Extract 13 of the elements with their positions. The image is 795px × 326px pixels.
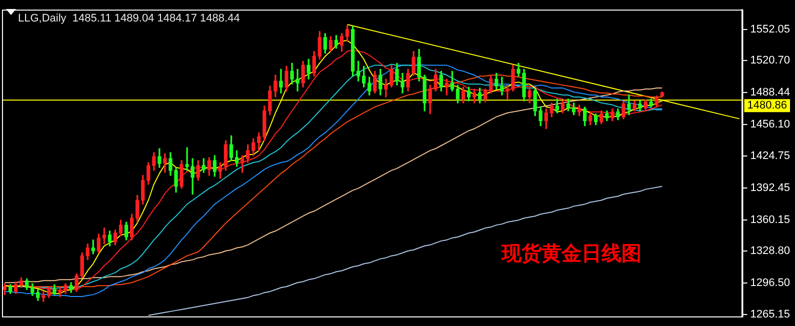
y-tick-label: 1488.44 [750,86,790,99]
y-tick-label: 1424.75 [750,150,790,162]
ref-line-label: 1480.86 [747,100,788,112]
y-tick-label: 1520.70 [750,54,790,67]
y-tick-label: 1552.05 [750,23,790,36]
annotation: 现货黄金日线图 [500,241,642,266]
y-tick-label: 1265.15 [750,308,790,320]
y-tick-label: 1328.80 [750,245,790,258]
y-tick-label: 1360.15 [750,214,790,226]
y-tick-label: 1296.50 [750,277,790,290]
chart-title: LLG,Daily 1485.11 1489.04 1484.17 1488.44 [18,12,240,25]
y-tick-label: 1456.10 [750,118,790,131]
y-tick-label: 1392.45 [750,182,790,194]
